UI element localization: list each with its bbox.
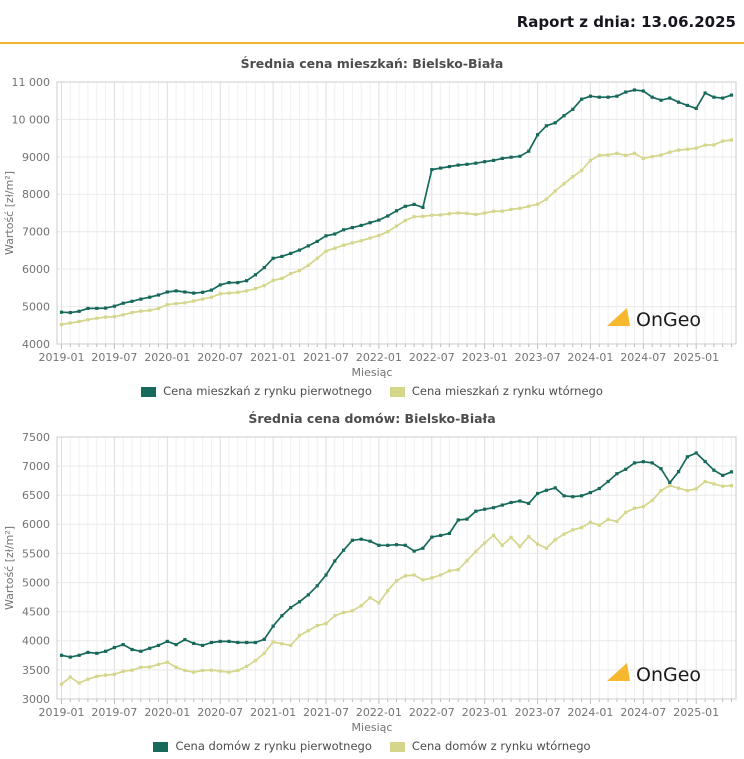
svg-text:2021-01: 2021-01 xyxy=(250,351,296,364)
houses-chart-block: Średnia cena domów: Bielsko-Biała 3000 35… xyxy=(0,411,744,754)
chart-title-houses: Średnia cena domów: Bielsko-Biała xyxy=(248,411,496,426)
svg-text:11 000: 11 000 xyxy=(12,76,51,89)
svg-text:2025-01: 2025-01 xyxy=(673,351,719,364)
svg-text:3500: 3500 xyxy=(22,664,50,677)
legend-swatch-primary xyxy=(153,741,169,752)
svg-text:OnGeo: OnGeo xyxy=(636,309,701,331)
legend-label-secondary: Cena domów z rynku wtórnego xyxy=(411,739,591,753)
report-header: Raport z dnia: 13.06.2025 xyxy=(0,0,744,44)
svg-text:2023-01: 2023-01 xyxy=(462,351,508,364)
svg-text:2024-07: 2024-07 xyxy=(620,351,666,364)
svg-text:6000: 6000 xyxy=(22,263,50,276)
svg-text:Wartość [zł/m²]: Wartość [zł/m²] xyxy=(3,526,16,610)
svg-text:2022-01: 2022-01 xyxy=(356,351,402,364)
svg-text:5000: 5000 xyxy=(22,300,50,313)
svg-text:Wartość [zł/m²]: Wartość [zł/m²] xyxy=(3,171,16,255)
svg-text:2022-07: 2022-07 xyxy=(409,351,455,364)
legend-swatch-primary xyxy=(141,386,157,397)
ongeo-watermark: OnGeo xyxy=(607,663,701,686)
report-date: Raport z dnia: 13.06.2025 xyxy=(516,13,736,31)
svg-text:2019-01: 2019-01 xyxy=(39,351,85,364)
svg-text:2020-01: 2020-01 xyxy=(144,706,190,719)
svg-text:2022-07: 2022-07 xyxy=(409,706,455,719)
apartments-price-chart: 4000 5000 6000 7000 8000 9000 10 000 11 000 2019… xyxy=(3,76,737,364)
ongeo-triangle-icon xyxy=(607,308,630,326)
svg-text:2020-07: 2020-07 xyxy=(197,706,243,719)
svg-text:6000: 6000 xyxy=(22,518,50,531)
svg-text:2021-01: 2021-01 xyxy=(250,706,296,719)
svg-text:2020-01: 2020-01 xyxy=(144,351,190,364)
svg-text:4000: 4000 xyxy=(22,338,50,351)
svg-text:6500: 6500 xyxy=(22,489,50,502)
svg-text:10 000: 10 000 xyxy=(12,113,51,126)
legend-label-secondary: Cena mieszkań z rynku wtórnego xyxy=(411,384,603,398)
svg-text:7500: 7500 xyxy=(22,431,50,444)
svg-text:7000: 7000 xyxy=(22,226,50,239)
svg-text:5000: 5000 xyxy=(22,576,50,589)
svg-text:2022-01: 2022-01 xyxy=(356,706,402,719)
legend-label-primary: Cena mieszkań z rynku pierwotnego xyxy=(163,384,372,398)
legend-apartments: Cena mieszkań z rynku pierwotnego Cena m… xyxy=(0,384,744,399)
svg-text:2019-01: 2019-01 xyxy=(39,706,85,719)
chart-title-apartments: Średnia cena mieszkań: Bielsko-Biała xyxy=(240,56,504,71)
svg-text:4500: 4500 xyxy=(22,606,50,619)
svg-text:7000: 7000 xyxy=(22,460,50,473)
legend-swatch-secondary xyxy=(389,741,405,752)
svg-text:2021-07: 2021-07 xyxy=(303,706,349,719)
header-divider xyxy=(0,42,744,44)
svg-text:2024-01: 2024-01 xyxy=(567,351,613,364)
svg-text:4000: 4000 xyxy=(22,635,50,648)
apartments-chart-block: Średnia cena mieszkań: Bielsko-Biała 400… xyxy=(0,56,744,399)
ongeo-triangle-icon xyxy=(607,663,630,681)
svg-text:2023-07: 2023-07 xyxy=(515,351,561,364)
svg-text:2020-07: 2020-07 xyxy=(197,351,243,364)
ongeo-watermark: OnGeo xyxy=(607,308,701,331)
svg-text:2024-07: 2024-07 xyxy=(620,706,666,719)
svg-text:2019-07: 2019-07 xyxy=(91,706,137,719)
svg-text:OnGeo: OnGeo xyxy=(636,664,701,686)
svg-text:5500: 5500 xyxy=(22,547,50,560)
legend-houses: Cena domów z rynku pierwotnego Cena domó… xyxy=(0,739,744,754)
svg-text:2023-07: 2023-07 xyxy=(515,706,561,719)
svg-text:2023-01: 2023-01 xyxy=(462,706,508,719)
svg-text:2019-07: 2019-07 xyxy=(91,351,137,364)
svg-text:2021-07: 2021-07 xyxy=(303,351,349,364)
svg-text:2024-01: 2024-01 xyxy=(567,706,613,719)
svg-text:2025-01: 2025-01 xyxy=(673,706,719,719)
svg-text:9000: 9000 xyxy=(22,151,50,164)
legend-label-primary: Cena domów z rynku pierwotnego xyxy=(175,739,372,753)
x-axis-label-apartments: Miesiąc xyxy=(351,366,393,379)
x-axis-label-houses: Miesiąc xyxy=(351,721,393,734)
svg-text:8000: 8000 xyxy=(22,188,50,201)
legend-swatch-secondary xyxy=(389,386,405,397)
houses-price-chart: 3000 3500 4000 4500 5000 5500 6000 6500 7000 7500… xyxy=(3,431,737,719)
svg-text:3000: 3000 xyxy=(22,693,50,706)
